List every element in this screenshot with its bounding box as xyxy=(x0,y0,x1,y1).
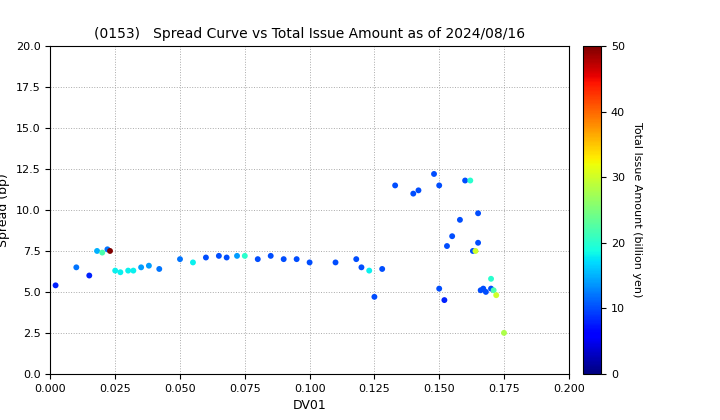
Title: (0153)   Spread Curve vs Total Issue Amount as of 2024/08/16: (0153) Spread Curve vs Total Issue Amoun… xyxy=(94,27,525,41)
Point xyxy=(50,282,61,289)
Point xyxy=(467,247,479,254)
Point xyxy=(490,292,502,299)
Point xyxy=(428,171,440,177)
Point xyxy=(127,267,139,274)
Point xyxy=(221,254,233,261)
Point xyxy=(239,252,251,259)
Point xyxy=(187,259,199,266)
Point xyxy=(498,329,510,336)
Point xyxy=(200,254,212,261)
Point xyxy=(369,294,380,300)
Point xyxy=(390,182,401,189)
Point xyxy=(104,247,116,254)
Point xyxy=(488,287,500,294)
Point xyxy=(472,239,484,246)
Point xyxy=(433,285,445,292)
Point xyxy=(413,187,424,194)
Point xyxy=(485,276,497,282)
X-axis label: DV01: DV01 xyxy=(293,399,326,412)
Point xyxy=(122,267,134,274)
Point xyxy=(441,243,453,249)
Point xyxy=(91,247,103,254)
Point xyxy=(304,259,315,266)
Point xyxy=(153,265,165,272)
Point xyxy=(485,285,497,292)
Point xyxy=(143,262,155,269)
Point xyxy=(174,256,186,262)
Point xyxy=(433,182,445,189)
Point xyxy=(356,264,367,270)
Point xyxy=(408,190,419,197)
Point xyxy=(71,264,82,270)
Point xyxy=(459,177,471,184)
Point xyxy=(438,297,450,303)
Point xyxy=(291,256,302,262)
Point xyxy=(464,177,476,184)
Y-axis label: Spread (bp): Spread (bp) xyxy=(0,173,10,247)
Point xyxy=(480,289,492,295)
Point xyxy=(351,256,362,262)
Point xyxy=(454,216,466,223)
Point xyxy=(135,264,147,270)
Point xyxy=(265,252,276,259)
Point xyxy=(278,256,289,262)
Point xyxy=(364,267,375,274)
Point xyxy=(469,247,481,254)
Point xyxy=(114,269,126,276)
Point xyxy=(84,272,95,279)
Point xyxy=(231,252,243,259)
Point xyxy=(102,246,113,253)
Point xyxy=(96,249,108,256)
Point xyxy=(377,265,388,272)
Point xyxy=(330,259,341,266)
Point xyxy=(475,287,487,294)
Y-axis label: Total Issue Amount (billion yen): Total Issue Amount (billion yen) xyxy=(631,122,642,298)
Point xyxy=(109,267,121,274)
Point xyxy=(213,252,225,259)
Point xyxy=(477,285,489,292)
Point xyxy=(446,233,458,239)
Point xyxy=(252,256,264,262)
Point xyxy=(472,210,484,217)
